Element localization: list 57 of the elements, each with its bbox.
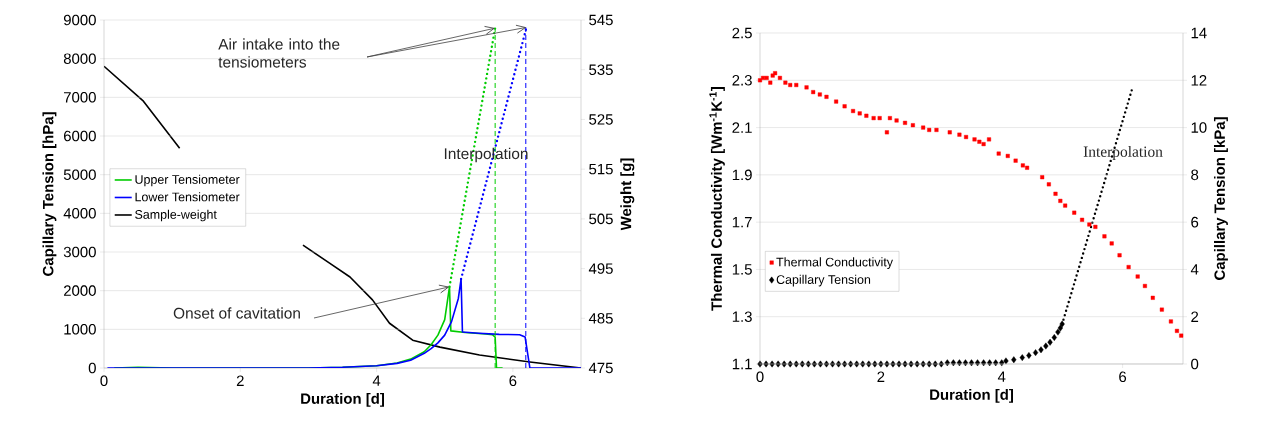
x-tick-label: 6	[1119, 371, 1127, 383]
legend-label: Lower Tensiometer	[135, 192, 240, 202]
y-tick-label: 1.5	[732, 264, 752, 275]
x-tick-label: 0	[100, 375, 108, 387]
y2-axis-title: Weight [g]	[620, 158, 635, 231]
y2-tick-label: 6	[1191, 216, 1199, 228]
y-tick-label: 1.9	[732, 169, 752, 181]
y2-tick-label: 12	[1191, 75, 1207, 86]
y2-tick-label: 10	[1191, 122, 1207, 133]
y-tick-label: 1.1	[732, 358, 752, 370]
legend-label: Thermal Conductivity	[776, 257, 893, 269]
x-axis-title: Duration [d]	[930, 388, 1013, 403]
y2-tick-label: 2	[1191, 311, 1199, 322]
y2-tick-label: 485	[588, 312, 613, 324]
x-axis-title: Duration [d]	[301, 392, 384, 407]
y-tick-label: 2000	[63, 285, 96, 296]
y-tick-label: 1.3	[732, 311, 752, 322]
x-tick-label: 2	[236, 375, 244, 386]
y2-tick-label: 8	[1191, 169, 1199, 181]
y-tick-label: 1000	[64, 324, 96, 335]
x-tick-label: 4	[997, 371, 1006, 382]
y-tick-label: 1.7	[732, 217, 752, 228]
y-tick-label: 8000	[63, 53, 96, 64]
y-tick-label: 2.1	[732, 122, 752, 133]
y2-tick-label: 475	[588, 362, 613, 374]
x-tick-label: 2	[877, 371, 885, 382]
y-axis-title: Capillary Tension [hPa]	[42, 112, 57, 276]
y2-tick-label: 525	[589, 114, 613, 125]
y2-tick-label: 4	[1190, 264, 1199, 275]
annotation: Interpolation	[444, 147, 528, 163]
y-tick-label: 9000	[63, 14, 96, 26]
y-tick-label: 2.3	[732, 74, 752, 86]
y-tick-label: 6000	[64, 130, 96, 142]
y2-tick-label: 535	[589, 64, 613, 75]
y-tick-label: 4000	[63, 208, 96, 219]
y2-tick-label: 495	[588, 263, 613, 274]
y2-tick-label: 14	[1191, 27, 1207, 39]
y2-tick-label: 515	[589, 163, 613, 175]
annotation: Interpolation	[1083, 145, 1163, 160]
y2-tick-label: 545	[589, 14, 613, 26]
x-tick-label: 6	[509, 375, 517, 387]
legend-label: Upper Tensiometer	[135, 174, 240, 187]
y-tick-label: 2.5	[732, 27, 752, 39]
y-tick-label: 5000	[63, 169, 96, 180]
y-axis-title: Thermal Conductivity [Wm$^{-1}$K$^{-1}$]	[709, 87, 725, 311]
y2-axis-title: Capillary Tension [kPa]	[1213, 117, 1228, 280]
y-tick-label: 3000	[63, 246, 96, 258]
x-tick-label: 4	[372, 375, 381, 386]
annotation: Onset of cavitation	[173, 307, 300, 319]
y-tick-label: 7000	[64, 92, 96, 103]
legend-label: Sample-weight	[135, 209, 217, 222]
y2-tick-label: 505	[589, 213, 613, 225]
x-tick-label: 0	[756, 371, 764, 383]
annotation: Air intake into the tensiometers	[218, 38, 340, 68]
y-tick-label: 0	[88, 362, 96, 374]
y2-tick-label: 0	[1191, 358, 1199, 370]
legend-label: Capillary Tension	[776, 274, 871, 287]
